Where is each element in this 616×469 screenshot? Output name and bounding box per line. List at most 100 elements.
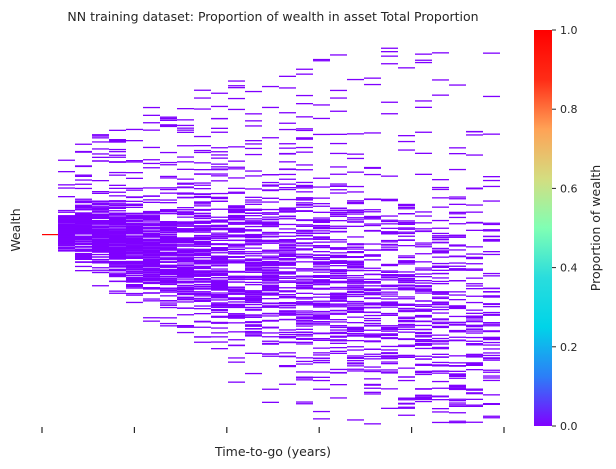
heatmap-cell <box>177 211 194 213</box>
heatmap-cell <box>126 255 143 257</box>
heatmap-cell <box>143 267 160 269</box>
heatmap-cell <box>109 262 126 265</box>
heatmap-cell <box>211 327 228 329</box>
heatmap-cell <box>245 335 262 337</box>
heatmap-cell <box>296 68 313 70</box>
heatmap-cell <box>262 268 279 270</box>
heatmap-cell <box>398 228 415 230</box>
heatmap-cell <box>262 342 279 345</box>
heatmap-cell <box>126 227 143 229</box>
heatmap-cell <box>228 211 245 214</box>
heatmap-cell <box>398 323 415 326</box>
heatmap-cell <box>330 282 347 284</box>
heatmap-cell <box>126 284 143 286</box>
heatmap-cell <box>415 343 432 345</box>
heatmap-cell <box>177 286 194 289</box>
heatmap-cell <box>245 277 262 279</box>
heatmap-cell <box>296 288 313 290</box>
heatmap-cell <box>398 367 415 369</box>
heatmap-cell <box>483 306 500 308</box>
heatmap-cell <box>313 322 330 324</box>
heatmap-cell <box>160 255 177 257</box>
heatmap-cell <box>160 221 177 224</box>
heatmap-cell <box>347 330 364 333</box>
heatmap-cell <box>347 248 364 250</box>
heatmap-cell <box>415 340 432 343</box>
heatmap-cell <box>262 241 279 243</box>
heatmap-cell <box>194 267 211 270</box>
heatmap-cell <box>364 384 381 386</box>
heatmap-cell <box>143 214 160 216</box>
heatmap-cell <box>245 278 262 280</box>
heatmap-cell <box>347 185 364 188</box>
heatmap-cell <box>245 230 262 232</box>
heatmap-cell <box>109 251 126 253</box>
heatmap-cell <box>143 236 160 238</box>
heatmap-cell <box>92 223 109 225</box>
heatmap-cell <box>313 279 330 281</box>
heatmap-cell <box>211 306 228 308</box>
heatmap-cell <box>381 113 398 115</box>
heatmap-cell <box>211 299 228 301</box>
heatmap-cell <box>296 280 313 282</box>
heatmap-cell <box>211 224 228 226</box>
heatmap-cell <box>296 281 313 284</box>
heatmap-cell <box>313 371 330 373</box>
heatmap-cell <box>228 205 245 207</box>
heatmap-cell <box>415 282 432 284</box>
heatmap-cell <box>211 341 228 343</box>
heatmap-cell <box>347 295 364 298</box>
heatmap-cell <box>313 217 330 219</box>
heatmap-cell <box>415 244 432 246</box>
heatmap-cell <box>194 320 211 322</box>
heatmap-cell <box>432 301 449 303</box>
heatmap-cell <box>245 264 262 266</box>
heatmap-cell <box>160 233 177 235</box>
heatmap-cell <box>126 224 143 226</box>
heatmap-cell <box>466 340 483 342</box>
heatmap-cell <box>381 291 398 293</box>
heatmap-cell <box>126 217 143 219</box>
heatmap-cell <box>398 221 415 224</box>
heatmap-cell <box>330 292 347 294</box>
heatmap-cell <box>415 61 432 64</box>
heatmap-cell <box>279 302 296 304</box>
heatmap-cell <box>347 217 364 219</box>
heatmap-cell <box>211 321 228 324</box>
heatmap-cell <box>262 276 279 278</box>
heatmap-cell <box>228 234 245 236</box>
heatmap-cell <box>194 228 211 230</box>
heatmap-cell <box>245 225 262 228</box>
heatmap-cell <box>330 293 347 295</box>
heatmap-cell <box>398 232 415 235</box>
heatmap-cell <box>415 310 432 312</box>
heatmap-cell <box>330 303 347 305</box>
heatmap-cell <box>483 341 500 344</box>
heatmap-cell <box>109 171 126 174</box>
heatmap-cell <box>415 363 432 365</box>
heatmap-cell <box>58 234 75 236</box>
heatmap-cell <box>194 97 211 99</box>
heatmap-cell <box>58 247 75 250</box>
heatmap-cell <box>126 285 143 287</box>
heatmap-cell <box>466 319 483 321</box>
heatmap-cell <box>58 218 75 221</box>
heatmap-cell <box>398 307 415 310</box>
heatmap-cell <box>160 266 177 268</box>
heatmap-cell <box>347 269 364 271</box>
heatmap-cell <box>245 243 262 245</box>
heatmap-cell <box>228 287 245 289</box>
heatmap-cell <box>398 379 415 382</box>
heatmap-cell <box>347 260 364 262</box>
heatmap-cell <box>211 258 228 260</box>
heatmap-cell <box>211 227 228 230</box>
heatmap-cell <box>364 267 381 269</box>
heatmap-cell <box>398 354 415 357</box>
heatmap-cell <box>296 317 313 319</box>
heatmap-cell <box>109 266 126 268</box>
heatmap-cell <box>75 246 92 248</box>
heatmap-cell <box>58 225 75 227</box>
heatmap-cell <box>160 291 177 293</box>
heatmap-cell <box>228 80 245 82</box>
heatmap-cell <box>364 243 381 245</box>
